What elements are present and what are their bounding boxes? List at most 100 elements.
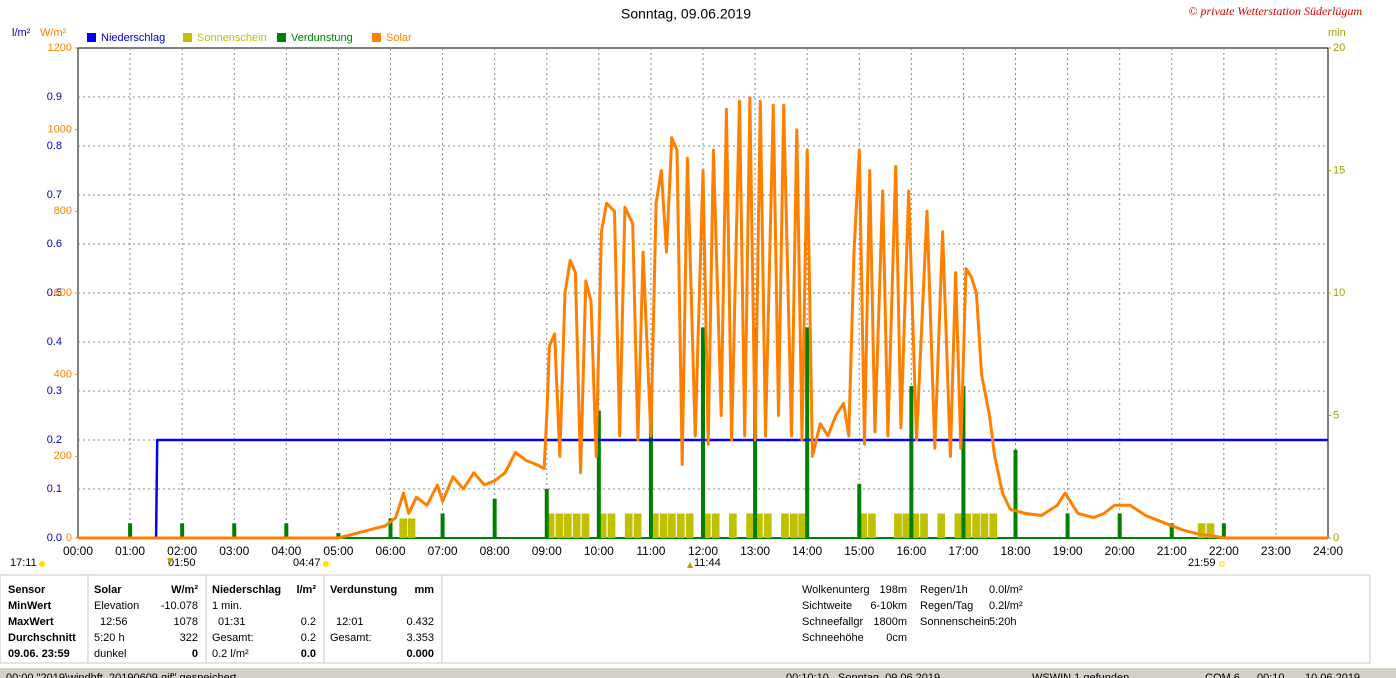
x-tick-label: 23:00 xyxy=(1261,544,1291,558)
weather-label: Schneehöhe xyxy=(802,632,864,644)
sunshine-bar xyxy=(650,513,659,538)
status-text: WSWIN 1 gefunden xyxy=(1032,672,1129,678)
x-tick-label: 02:00 xyxy=(167,544,197,558)
sunshine-bar xyxy=(711,513,720,538)
sunshine-bar xyxy=(407,518,416,538)
x-tick-label: 11:00 xyxy=(636,544,665,558)
evaporation-spike xyxy=(805,327,810,538)
status-text: 10.06.2019 xyxy=(1305,672,1360,678)
x-tick-label: 10:00 xyxy=(584,544,614,558)
sunshine-bar xyxy=(607,513,616,538)
info-cell: Durchschnitt xyxy=(8,632,76,644)
y-tick-label: 0.9 xyxy=(47,91,62,103)
sunshine-bar xyxy=(676,513,685,538)
x-tick-label: 08:00 xyxy=(480,544,510,558)
x-tick-label: 07:00 xyxy=(428,544,458,558)
info-cell: mm xyxy=(414,584,434,596)
info-cell: Niederschlag xyxy=(212,584,281,596)
y-tick-label: 0.6 xyxy=(47,238,62,250)
sunshine-bar xyxy=(729,513,737,538)
time-marker: 21:59 xyxy=(1188,557,1216,569)
x-tick-label: 05:00 xyxy=(323,544,353,558)
sunshine-bar xyxy=(989,513,998,538)
x-tick-label: 12:00 xyxy=(688,544,718,558)
x-tick-label: 16:00 xyxy=(896,544,926,558)
x-tick-label: 14:00 xyxy=(792,544,822,558)
evaporation-spike xyxy=(440,513,445,538)
marker-icon xyxy=(167,558,173,564)
evaporation-spike xyxy=(232,523,237,538)
info-cell: Gesamt: xyxy=(212,632,254,644)
legend-label: Sonnenschein xyxy=(197,32,267,44)
evaporation-spike xyxy=(701,327,705,538)
y-tick-label: 0.4 xyxy=(47,336,62,348)
legend-swatch xyxy=(87,33,96,42)
weather-label: Schneefallgr xyxy=(802,616,863,628)
info-panel xyxy=(0,574,1371,664)
info-cell: 0.2 xyxy=(301,632,316,644)
info-cell: 1 min. xyxy=(212,600,242,612)
x-tick-label: 17:00 xyxy=(948,544,978,558)
info-cell: Sensor xyxy=(8,584,46,596)
marker-icon xyxy=(687,562,693,568)
y2-tick-label: 10 xyxy=(1333,287,1345,299)
status-bar xyxy=(0,668,1396,678)
y2-tick-label: 5 xyxy=(1333,409,1339,421)
sunshine-bar xyxy=(659,513,668,538)
x-tick-label: 24:00 xyxy=(1313,544,1343,558)
evaporation-spike xyxy=(1169,523,1174,538)
evaporation-spike xyxy=(544,489,549,538)
y3-tick-label: 200 xyxy=(54,450,72,462)
marker-icon xyxy=(323,561,329,567)
sunshine-bar xyxy=(1197,523,1206,538)
time-marker: 04:47 xyxy=(293,557,321,569)
evaporation-spike xyxy=(492,498,497,538)
y-tick-label: 0.2 xyxy=(47,434,62,446)
y-tick-label: 0.7 xyxy=(47,189,62,201)
evaporation-spike xyxy=(857,484,862,538)
status-text: Sonntag, 09.06.2019 xyxy=(838,672,940,678)
weather-label: Wolkenunterg xyxy=(802,584,870,596)
sunshine-bar xyxy=(902,513,911,538)
evaporation-spike xyxy=(388,518,393,538)
x-tick-label: 22:00 xyxy=(1209,544,1239,558)
marker-icon xyxy=(1219,561,1225,567)
status-text: 00:10 xyxy=(1257,672,1285,678)
rain-value: 5:20h xyxy=(989,616,1017,628)
info-cell: 12:01 xyxy=(336,616,364,628)
x-tick-label: 13:00 xyxy=(740,544,770,558)
info-cell: dunkel xyxy=(94,648,126,660)
x-tick-label: 21:00 xyxy=(1157,544,1187,558)
y3-axis-label: W/m² xyxy=(40,27,67,39)
y-tick-label: 0.5 xyxy=(47,287,62,299)
rain-label: Regen/1h xyxy=(920,584,968,596)
y3-tick-label: 1000 xyxy=(48,124,72,136)
rain-value: 0.0l/m² xyxy=(989,584,1023,596)
x-tick-label: 19:00 xyxy=(1053,544,1083,558)
info-cell: 5:20 h xyxy=(94,632,125,644)
sunshine-bar xyxy=(633,513,642,538)
evaporation-spike xyxy=(336,533,341,538)
legend-swatch xyxy=(183,33,192,42)
sunshine-bar xyxy=(624,513,633,538)
info-cell: 0.432 xyxy=(406,616,434,628)
info-cell: 0.0 xyxy=(301,648,316,660)
y-axis-label: l/m² xyxy=(12,27,31,39)
legend-label: Verdunstung xyxy=(291,32,353,44)
info-cell: MinWert xyxy=(8,600,52,612)
sunshine-bar xyxy=(703,513,711,538)
x-tick-label: 20:00 xyxy=(1105,544,1135,558)
weather-value: 1800m xyxy=(873,616,907,628)
sunshine-bar xyxy=(789,513,798,538)
y3-tick-label: 400 xyxy=(54,369,72,381)
sunshine-bar xyxy=(546,513,555,538)
info-cell: Solar xyxy=(94,584,122,596)
series-line xyxy=(78,96,1328,540)
info-cell: 3.353 xyxy=(406,632,434,644)
x-tick-label: 15:00 xyxy=(844,544,874,558)
y2-tick-label: 15 xyxy=(1333,164,1345,176)
legend-swatch xyxy=(277,33,286,42)
y2-tick-label: 20 xyxy=(1333,42,1345,54)
y-tick-label: 0.1 xyxy=(47,483,62,495)
